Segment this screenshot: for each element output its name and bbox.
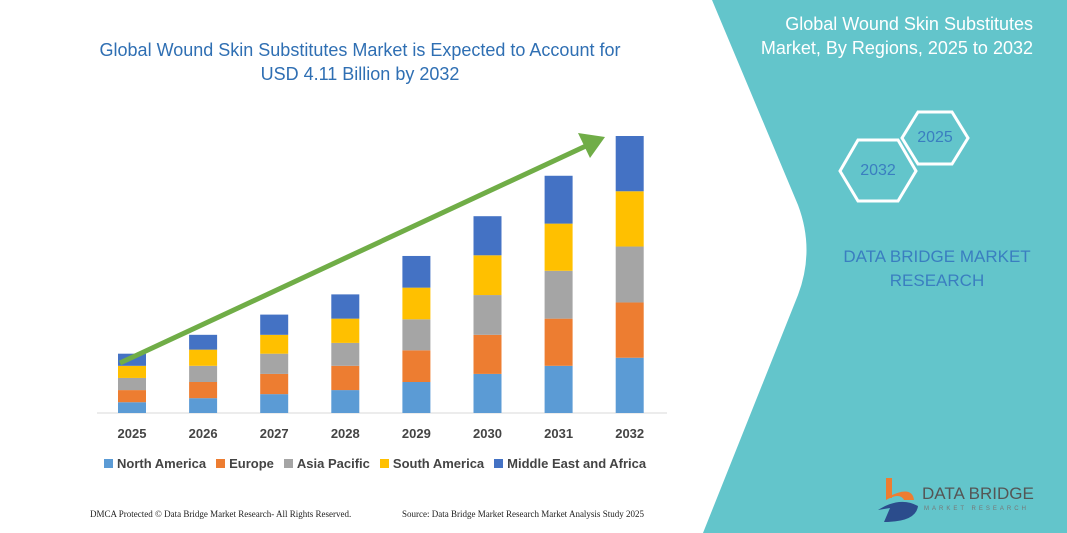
bar-segment-2026-south-america [189,349,218,366]
side-title-line2: Market, By Regions, 2025 to 2032 [760,38,1033,58]
bar-segment-2027-asia-pacific [260,353,289,374]
brand-line2: RESEARCH [889,271,985,290]
bar-segment-2030-asia-pacific [473,295,502,335]
footer-source: Source: Data Bridge Market Research Mark… [402,509,644,519]
legend-item: Asia Pacific [283,456,370,471]
chart-title-line1: Global Wound Skin Substitutes Market is … [99,40,621,60]
bar-segment-2027-middle-east-and-africa [260,314,289,335]
bar-segment-2031-europe [544,318,573,366]
bar-segment-2030-europe [473,334,502,374]
x-tick-label: 2026 [188,426,218,441]
legend-label: South America [392,456,485,471]
bar-segment-2026-middle-east-and-africa [189,334,218,350]
x-tick-label: 2029 [401,426,431,441]
chart-title-line2: USD 4.11 Billion by 2032 [260,64,460,84]
bar-segment-2029-middle-east-and-africa [402,255,431,288]
x-tick-label: 2028 [330,426,360,441]
hex-label-2025: 2025 [917,129,953,146]
logo-text: DATA BRIDGE [922,484,1034,503]
bar-segment-2031-south-america [544,223,573,271]
x-tick-label: 2032 [615,426,645,441]
bar-segment-2028-middle-east-and-africa [331,294,360,319]
trend-arrow-head [578,133,605,158]
bar-segment-2026-north-america [189,398,218,413]
bar-segment-2032-asia-pacific [615,246,644,303]
logo-subtext: MARKET RESEARCH [924,506,1029,512]
hexagon-2032 [838,138,918,203]
legend-label: Asia Pacific [296,456,370,471]
hexagon-2025 [900,110,970,166]
bar-segment-2031-middle-east-and-africa [544,175,573,224]
bar-segment-2029-south-america [402,287,431,320]
legend-item: Europe [216,456,274,471]
bar-segment-2030-north-america [473,373,502,413]
legend-item: Middle East and Africa [494,456,646,471]
bar-segment-2025-europe [118,390,146,403]
side-panel-background [703,0,1067,533]
bar-segment-2032-middle-east-and-africa [615,136,644,192]
logo-icon [878,478,918,522]
legend-swatch [494,459,504,468]
bar-segment-2026-asia-pacific [189,365,218,382]
brand-line1: DATA BRIDGE MARKET [843,247,1031,266]
bar-segment-2029-north-america [402,381,431,413]
chart-title: Global Wound Skin Substitutes Market is … [80,38,640,86]
bar-segment-2030-middle-east-and-africa [473,216,502,256]
legend-swatch [379,459,389,468]
hex-label-2032: 2032 [860,162,896,179]
legend-swatch [283,459,293,468]
bar-segment-2028-north-america [331,390,360,413]
legend-label: Europe [229,456,274,471]
bar-segment-2028-europe [331,365,360,391]
brand-text: DATA BRIDGE MARKET RESEARCH [822,245,1052,293]
bar-segment-2031-asia-pacific [544,270,573,319]
bar-segment-2028-south-america [331,318,360,343]
legend-label: Middle East and Africa [507,456,647,471]
x-tick-label: 2030 [473,426,502,441]
side-title-line1: Global Wound Skin Substitutes [785,14,1033,34]
side-panel-title: Global Wound Skin Substitutes Market, By… [713,12,1033,60]
bar-segment-2027-europe [260,373,289,395]
bar-segment-2031-north-america [544,365,573,413]
bar-segment-2029-europe [402,350,431,382]
bar-segment-2025-south-america [118,365,146,378]
trend-arrow-shaft [118,142,590,366]
bar-segment-2025-asia-pacific [118,377,146,391]
x-tick-label: 2031 [544,426,574,441]
bar-segment-2026-europe [189,381,218,399]
legend-label: North America [117,456,207,471]
x-tick-label: 2027 [259,426,289,441]
bar-segment-2027-north-america [260,394,289,413]
bar-segment-2032-north-america [615,357,644,413]
bar-segment-2030-south-america [473,255,502,296]
legend: North America Europe Asia Pacific South Ame… [104,456,646,471]
bar-segment-2025-north-america [118,402,146,413]
legend-item: North America [104,456,206,471]
legend-swatch [216,459,226,468]
bar-segment-2029-asia-pacific [402,319,431,351]
legend-swatch [104,459,113,468]
footer-copyright: DMCA Protected © Data Bridge Market Rese… [90,509,352,519]
bar-segment-2027-south-america [260,334,289,354]
bar-segment-2032-europe [615,302,644,358]
x-tick-label: 2025 [117,426,147,441]
legend-item: South America [379,456,485,471]
bar-segment-2028-asia-pacific [331,342,360,366]
bar-segment-2032-south-america [615,191,644,247]
